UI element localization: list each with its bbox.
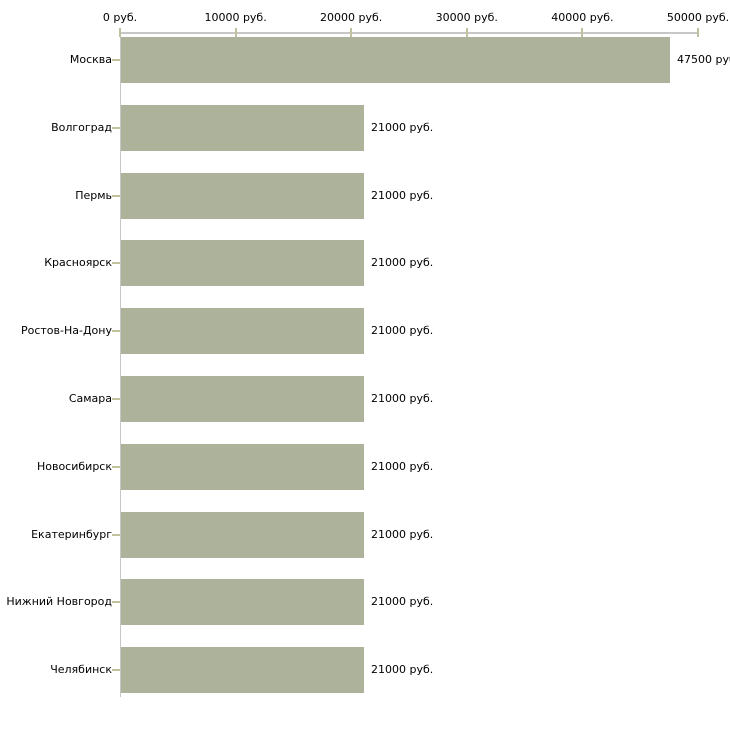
category-label: Нижний Новгород [6, 595, 112, 609]
y-axis-line [120, 32, 121, 697]
bar [121, 579, 364, 626]
x-axis-tick-mark [581, 28, 584, 37]
x-axis-line [120, 32, 698, 34]
value-label: 21000 руб. [371, 459, 434, 473]
bar [121, 376, 364, 422]
x-axis-tick-label: 30000 руб. [435, 11, 498, 24]
category-label: Красноярск [44, 256, 112, 270]
bar [121, 104, 364, 151]
bar [121, 443, 364, 490]
value-label: 21000 руб. [371, 595, 434, 609]
bar [121, 172, 364, 219]
category-label: Екатеринбург [31, 527, 112, 541]
bar [121, 647, 364, 694]
bar [121, 511, 364, 558]
x-axis-tick-label: 40000 руб. [551, 11, 614, 24]
bar [121, 308, 364, 355]
x-axis-tick-mark [350, 28, 353, 37]
value-label: 21000 руб. [371, 188, 434, 202]
value-label: 47500 руб. [677, 53, 730, 66]
value-label: 21000 руб. [371, 527, 434, 541]
x-axis-tick-mark [119, 28, 121, 37]
category-tick-mark [112, 601, 120, 604]
x-axis-tick-mark [697, 28, 699, 37]
value-label: 21000 руб. [371, 663, 434, 677]
category-tick-mark [112, 194, 120, 197]
category-label: Пермь [75, 188, 112, 202]
category-label: Ростов-На-Дону [20, 324, 112, 338]
x-axis-tick-mark [465, 28, 468, 37]
category-tick-mark [112, 126, 120, 129]
x-axis-tick-label: 0 руб. [102, 11, 138, 24]
category-label: Волгоград [51, 120, 112, 134]
category-label: Новосибирск [36, 459, 112, 473]
category-tick-mark [112, 465, 120, 468]
category-label: Москва [69, 53, 112, 66]
category-tick-mark [112, 330, 120, 333]
category-tick-mark [112, 262, 120, 265]
value-label: 21000 руб. [371, 392, 434, 405]
value-label: 21000 руб. [371, 256, 434, 270]
x-axis-tick-mark [234, 28, 237, 37]
x-axis-tick-label: 50000 руб. [666, 11, 730, 24]
x-axis-tick-label: 20000 руб. [320, 11, 383, 24]
value-label: 21000 руб. [371, 120, 434, 134]
value-label: 21000 руб. [371, 324, 434, 338]
bar [121, 240, 364, 287]
category-tick-mark [112, 59, 120, 61]
x-axis-tick-label: 10000 руб. [204, 11, 267, 24]
bar [121, 37, 670, 83]
category-tick-mark [112, 398, 120, 400]
category-label: Челябинск [50, 663, 112, 677]
category-tick-mark [112, 669, 120, 672]
category-tick-mark [112, 533, 120, 536]
category-label: Самара [68, 392, 112, 405]
